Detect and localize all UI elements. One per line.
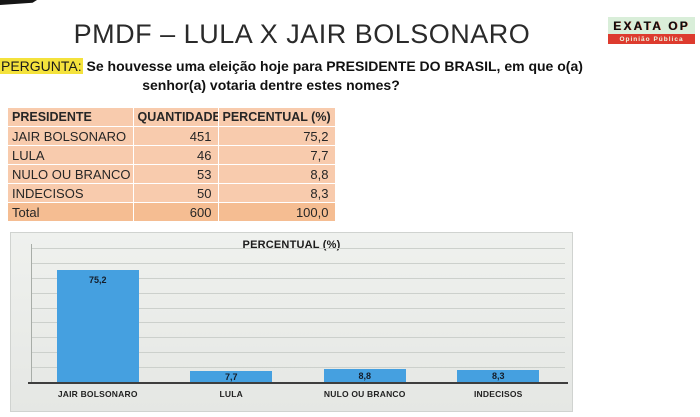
percent-cell: 8,3 [218,183,336,203]
bar-value-label: 7,7 [224,371,238,382]
quantity-cell: 53 [133,164,219,184]
quantity-cell: 46 [133,145,219,165]
logo-name: EXATA OP [608,17,695,34]
table-row: LULA 46 7,7 [8,145,336,165]
gridline [31,322,565,324]
gridline [31,367,565,369]
total-row: Total 600 100,0 [8,202,336,222]
column-header: QUANTIDADE [133,108,219,127]
survey-question: PERGUNTA: Se houvesse uma eleição hoje p… [0,57,583,95]
chart-title: PERCENTUAL (%) [242,239,341,251]
bar-value-label: 8,3 [491,371,505,381]
results-table: PRESIDENTE QUANTIDADE PERCENTUAL (%) JAIR … [8,108,336,222]
gridline [31,352,565,354]
percent-cell: 100,0 [218,202,336,222]
column-header: PERCENTUAL (%) [218,108,336,127]
gridline [31,262,565,264]
quantity-cell: 50 [133,183,219,203]
table-row: JAIR BOLSONARO 451 75,2 [8,126,336,146]
percent-cell: 75,2 [218,126,336,146]
page-title: PMDF – LULA X JAIR BOLSONARO [73,19,531,49]
question-text: Se houvesse uma eleição hoje para PRESID… [86,58,583,74]
candidate-cell: NULO OU BRANCO [8,164,134,184]
bar-jair-bolsonaro: 75,2 [56,270,139,382]
column-header: PRESIDENTE [8,108,134,127]
table-row: NULO OU BRANCO 53 8,8 [8,164,336,184]
bar-nulo-ou-branco: 8,8 [323,369,406,382]
quantity-cell: 451 [133,126,219,146]
gridline [31,307,565,309]
category-label-lula: LULA [219,389,243,399]
bar-value-label: 8,8 [358,370,371,381]
question-line-1: PERGUNTA: Se houvesse uma eleição hoje p… [0,57,583,76]
logo-subtitle: Opinião Pública [608,34,695,44]
question-line-2: senhor(a) votaria dentre estes nomes? [142,77,400,93]
candidate-cell: Total [8,202,134,222]
gridline [31,277,565,279]
header-row: PRESIDENTE QUANTIDADE PERCENTUAL (%) [8,108,336,127]
percent-cell: 7,7 [218,145,336,165]
bar-chart: PERCENTUAL (%) 75,2 JAIR BOLSONARO 7,7 LULA… [10,232,573,412]
candidate-cell: JAIR BOLSONARO [8,126,134,146]
percent-cell: 8,8 [218,164,336,184]
bar-lula: 7,7 [190,371,273,382]
question-label-highlight: PERGUNTA: [0,58,83,74]
exata-op-logo: EXATA OP Opinião Pública [608,17,695,44]
bar-value-label: 75,2 [88,275,107,285]
gridline [31,337,565,339]
candidate-cell: INDECISOS [8,183,134,203]
candidate-cell: LULA [8,145,134,165]
category-label-jair-bolsonaro: JAIR BOLSONARO [57,389,138,399]
category-label-indecisos: INDECISOS [473,389,523,399]
x-axis-line [28,382,568,384]
bar-indecisos: 8,3 [457,370,540,382]
gridline [31,247,565,249]
quantity-cell: 600 [133,202,219,222]
gridline [31,292,565,294]
table-row: INDECISOS 50 8,3 [8,183,336,203]
y-axis-line [31,244,32,382]
scan-artifact-mark [0,0,37,5]
results-table-header: PRESIDENTE QUANTIDADE PERCENTUAL (%) [8,108,336,127]
category-label-nulo-ou-branco: NULO OU BRANCO [323,389,406,399]
